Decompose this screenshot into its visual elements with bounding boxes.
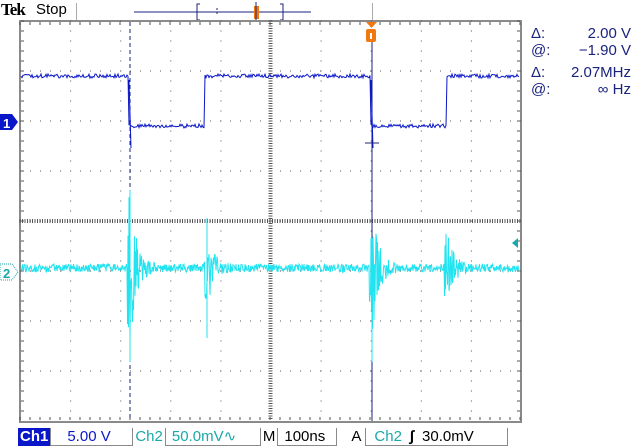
frequency-delta-label: Δ: — [531, 64, 545, 81]
trigger-level: 30.0mV — [422, 428, 474, 446]
timebase-value[interactable]: 100ns — [277, 428, 337, 446]
amplitude-delta-label: Δ: — [531, 25, 545, 42]
amplitude-at-label: @: — [531, 42, 550, 59]
record-position-indicator — [134, 2, 311, 20]
trigger-source: Ch2 — [374, 428, 402, 446]
trigger-slope-icon: ∫ — [410, 428, 414, 446]
ch1-ground-marker[interactable]: 1 — [0, 114, 18, 131]
ch2-label[interactable]: Ch2 — [133, 428, 165, 446]
frequency-delta-value: 2.07MHz — [571, 64, 631, 81]
trigger-label: A — [337, 428, 365, 446]
trigger-settings[interactable]: Ch2 ∫ 30.0mV — [365, 428, 508, 446]
svg-text:2: 2 — [3, 266, 10, 281]
frequency-at-value: ∞ Hz — [598, 81, 631, 98]
timebase-label: M — [261, 428, 278, 446]
ch2-ground-marker[interactable]: 2 — [0, 264, 18, 281]
status-bar: Ch1 5.00 V Ch2 50.0mV∿ M 100ns A Ch2 ∫ 3… — [18, 428, 508, 446]
ch1-label[interactable]: Ch1 — [18, 428, 50, 446]
frequency-at-label: @: — [531, 81, 550, 98]
ch1-scale[interactable]: 5.00 V — [50, 428, 133, 446]
svg-text:1: 1 — [3, 116, 10, 131]
ch2-scale[interactable]: 50.0mV∿ — [165, 428, 261, 446]
amplitude-delta-value: 2.00 V — [588, 25, 631, 42]
amplitude-at-value: −1.90 V — [579, 42, 631, 59]
